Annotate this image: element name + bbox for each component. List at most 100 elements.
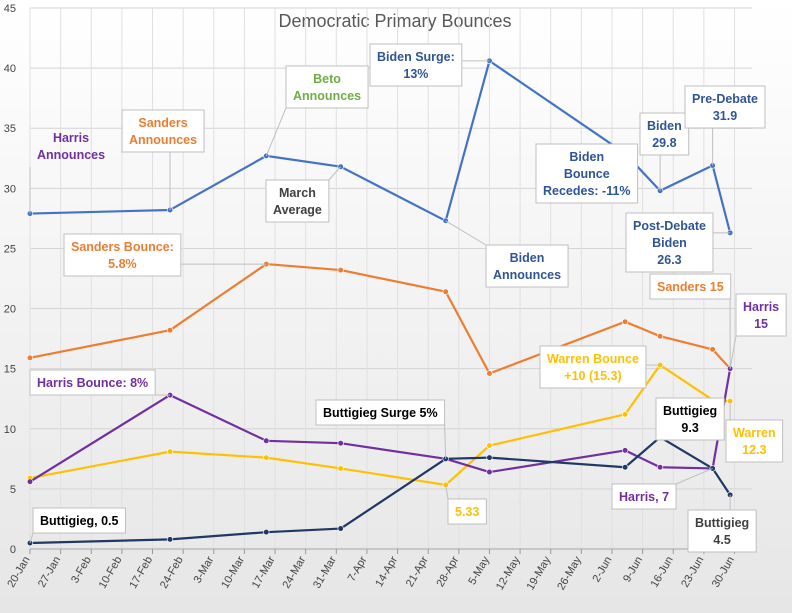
y-tick-label: 15 xyxy=(4,364,16,376)
callout-box xyxy=(655,397,725,441)
data-point xyxy=(337,465,344,472)
callout-text: Biden xyxy=(510,251,545,265)
callout-text: +10 (15.3) xyxy=(564,369,621,383)
callout: Pre-Debate 31.9 xyxy=(684,85,766,166)
callout: Harris Announces xyxy=(29,131,105,214)
callout-leader xyxy=(265,107,287,157)
callout-text: Sanders Bounce: xyxy=(71,240,174,254)
callout-text: Average xyxy=(273,203,322,217)
data-point xyxy=(263,437,270,444)
data-point xyxy=(486,468,493,476)
callout-leader xyxy=(328,166,342,181)
callout-box xyxy=(369,43,463,87)
callout: Harris, 7 xyxy=(611,467,713,510)
callout-text: 13% xyxy=(403,67,428,81)
callout-text: Announces xyxy=(37,148,105,162)
data-point xyxy=(442,288,449,295)
callout: Biden 29.8 xyxy=(639,112,690,191)
callout-text: Announces xyxy=(129,133,197,147)
callout: Buttigieg Surge 5% xyxy=(315,399,447,459)
callout-leader xyxy=(675,467,713,485)
callout-leader xyxy=(445,220,487,246)
data-point xyxy=(486,370,493,377)
callout-text: Sanders 15 xyxy=(657,280,724,294)
y-tick-label: 35 xyxy=(4,123,16,135)
callout: Buttigieg, 0.5 xyxy=(29,507,126,544)
callout-box xyxy=(63,233,182,277)
callout-box xyxy=(539,345,647,389)
series-sanders xyxy=(26,260,734,377)
callout: Beto Announces xyxy=(265,65,369,157)
callout-box xyxy=(447,498,487,525)
series-line-harris xyxy=(29,368,732,483)
chart-title: Democratic Primary Bounces xyxy=(278,11,511,31)
data-point xyxy=(263,529,270,536)
data-point xyxy=(337,525,344,532)
gridlines xyxy=(29,7,752,549)
callout-box xyxy=(625,212,714,273)
data-point xyxy=(166,448,174,455)
callout-leader xyxy=(29,532,34,544)
y-tick-label: 10 xyxy=(4,424,16,436)
callout-box xyxy=(285,65,369,109)
annotations-layer: Harris Announces Sanders Announces Beto Annou… xyxy=(29,43,787,553)
callout-text: 5.8% xyxy=(108,257,137,271)
callout-box xyxy=(485,244,569,288)
callout-box xyxy=(611,483,677,510)
series-line-sanders xyxy=(29,262,731,375)
callout-text: Biden xyxy=(569,150,604,164)
data-point xyxy=(26,354,34,361)
y-tick-label: 30 xyxy=(4,183,16,195)
callout-box xyxy=(121,109,205,153)
data-point xyxy=(709,346,716,353)
callout-text: 26.3 xyxy=(657,253,681,267)
callout: Warren 12.3 xyxy=(725,401,784,463)
callout-text: Announces xyxy=(293,89,361,103)
callout-text: Harris Bounce: 8% xyxy=(37,376,148,390)
callout-text: 12.3 xyxy=(742,443,766,457)
data-point xyxy=(486,454,493,461)
data-point xyxy=(337,440,344,447)
callout-text: Biden Surge: xyxy=(377,50,455,64)
data-point xyxy=(622,464,629,471)
callout: Sanders Announces xyxy=(121,109,205,210)
callout-text: 29.8 xyxy=(652,136,676,150)
callout-text: Buttigieg, 0.5 xyxy=(40,514,119,528)
callout-leader xyxy=(444,424,447,459)
callout-text: Buttigieg xyxy=(663,404,717,418)
callout-box xyxy=(735,293,787,337)
callout-text: Pre-Debate xyxy=(692,92,758,106)
callout: Warren Bounce +10 (15.3) xyxy=(539,345,661,389)
callout-text: Beto xyxy=(313,72,341,86)
callout-text: Harris xyxy=(53,131,89,145)
callout: Harris 15 xyxy=(729,293,787,369)
callout-text: Buttigieg Surge 5% xyxy=(323,406,438,420)
callout-box xyxy=(535,143,639,204)
data-point xyxy=(337,266,344,274)
callout: Sanders Bounce: 5.8% xyxy=(63,233,267,277)
callout-text: Harris xyxy=(743,300,779,314)
callout-box xyxy=(684,85,766,129)
data-point xyxy=(486,442,493,449)
callout-text: Biden xyxy=(652,236,687,250)
callout: Harris Bounce: 8% xyxy=(29,369,171,396)
y-tick-label: 25 xyxy=(4,243,16,255)
callout-text: Bounce xyxy=(564,167,610,181)
callout: Biden Surge: 13% xyxy=(369,43,490,87)
data-point xyxy=(622,447,629,454)
data-point xyxy=(166,536,174,543)
y-tick-label: 20 xyxy=(4,304,16,316)
callout-leader xyxy=(729,335,737,369)
data-point xyxy=(657,333,664,340)
callout-text: March xyxy=(279,186,316,200)
y-tick-label: 0 xyxy=(10,544,16,556)
callout: Sanders 15 xyxy=(649,273,732,369)
data-point xyxy=(263,454,270,461)
callout: Post-Debate Biden 26.3 xyxy=(625,212,731,273)
callout: Buttigieg 9.3 xyxy=(655,397,725,441)
callout-text: Biden xyxy=(647,119,682,133)
callout: Biden Announces xyxy=(445,220,569,288)
